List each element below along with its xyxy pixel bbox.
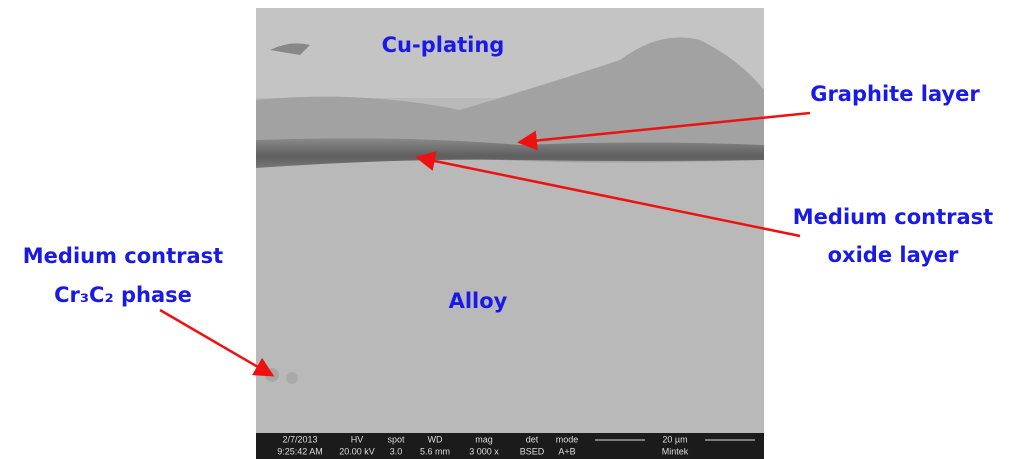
label: Medium contrast: [23, 244, 223, 268]
bar-text: spot: [387, 434, 405, 444]
label: Cr₃C₂ phase: [54, 283, 192, 307]
bar-text: 20 µm: [662, 434, 687, 444]
info-bar: 2/7/2013 9:25:42 AM HV 20.00 kV spot 3.0…: [256, 433, 764, 459]
label: Alloy: [449, 289, 508, 313]
bar-text: Mintek: [662, 446, 689, 456]
figure: 2/7/2013 9:25:42 AM HV 20.00 kV spot 3.0…: [0, 0, 1011, 459]
bar-text: WD: [428, 434, 443, 444]
label: Medium contrast: [793, 205, 993, 229]
bar-text: 3 000 x: [469, 446, 499, 456]
bar-text: 9:25:42 AM: [277, 446, 323, 456]
micrograph: [256, 8, 764, 436]
label: Graphite layer: [810, 82, 980, 106]
bar-text: A+B: [558, 446, 575, 456]
bar-text: mag: [475, 434, 493, 444]
bar-text: BSED: [520, 446, 545, 456]
label: oxide layer: [828, 243, 959, 267]
bar-text: 5.6 mm: [420, 446, 450, 456]
label: Cu-plating: [382, 33, 505, 57]
bar-text: HV: [351, 434, 364, 444]
bar-text: det: [526, 434, 539, 444]
bar-text: 20.00 kV: [339, 446, 375, 456]
bar-text: 3.0: [390, 446, 403, 456]
bar-text: 2/7/2013: [282, 434, 317, 444]
bar-text: mode: [556, 434, 579, 444]
